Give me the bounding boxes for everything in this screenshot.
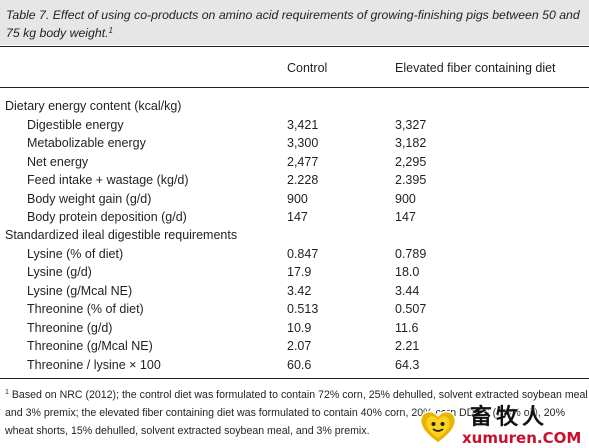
section-heading-row: Standardized ileal digestible requiremen… <box>0 226 589 244</box>
row-label: Threonine / lysine × 100 <box>27 357 161 372</box>
table-footnote: 1 Based on NRC (2012); the control diet … <box>5 386 589 440</box>
control-value: 2.07 <box>287 339 312 353</box>
table-row: Lysine (g/Mcal NE) 3.42 3.44 <box>0 282 589 300</box>
row-label: Digestible energy <box>27 117 124 132</box>
row-label: Body protein deposition (g/d) <box>27 210 187 224</box>
column-header-control: Control <box>287 61 328 75</box>
table-row: Threonine / lysine × 100 60.6 64.3 <box>0 356 589 374</box>
row-label: Threonine (g/d) <box>27 320 113 335</box>
table-bottom-rule <box>0 378 589 379</box>
section-title-sid-requirements: Standardized ileal digestible requiremen… <box>5 228 238 242</box>
elevated-value: 2.21 <box>395 339 420 353</box>
row-label: Threonine (% of diet) <box>27 302 144 316</box>
footnote-marker: 1 <box>5 389 9 396</box>
caption-footnote-marker: 1 <box>108 26 113 35</box>
control-value: 2.228 <box>287 173 319 187</box>
row-label: Feed intake + wastage (kg/d) <box>27 173 189 187</box>
elevated-value: 3,327 <box>395 117 427 132</box>
section-title-dietary-energy: Dietary energy content (kcal/kg) <box>5 99 182 113</box>
header-rule <box>0 87 589 88</box>
table-row: Lysine (% of diet) 0.847 0.789 <box>0 245 589 263</box>
control-value: 10.9 <box>287 320 312 335</box>
table-row: Body weight gain (g/d) 900 900 <box>0 190 589 208</box>
row-label: Lysine (% of diet) <box>27 246 124 261</box>
column-header-elevated-fiber: Elevated fiber containing diet <box>395 61 556 75</box>
table-row: Digestible energy 3,421 3,327 <box>0 116 589 134</box>
control-value: 0.513 <box>287 302 319 316</box>
elevated-value: 18.0 <box>395 265 420 279</box>
control-value: 60.6 <box>287 357 312 372</box>
row-label: Lysine (g/Mcal NE) <box>27 283 133 298</box>
row-label: Net energy <box>27 154 89 169</box>
control-value: 3.42 <box>287 283 312 298</box>
table-row: Threonine (% of diet) 0.513 0.507 <box>0 300 589 318</box>
watermark-domain-text: xumuren.COM <box>462 429 582 447</box>
elevated-value: 0.789 <box>395 246 427 261</box>
caption-text: Table 7. Effect of using co-products on … <box>6 8 580 40</box>
table-top-rule <box>0 46 589 47</box>
section-heading-row: Dietary energy content (kcal/kg) <box>0 97 589 115</box>
elevated-value: 11.6 <box>395 320 419 335</box>
table-row: Metabolizable energy 3,300 3,182 <box>0 134 589 152</box>
elevated-value: 2.395 <box>395 173 427 187</box>
row-label: Body weight gain (g/d) <box>27 191 152 206</box>
row-label: Lysine (g/d) <box>27 265 92 279</box>
elevated-value: 147 <box>395 210 416 224</box>
table-row: Net energy 2,477 2,295 <box>0 153 589 171</box>
elevated-value: 900 <box>395 191 416 206</box>
control-value: 900 <box>287 191 308 206</box>
elevated-value: 3,182 <box>395 136 427 150</box>
elevated-value: 0.507 <box>395 302 427 316</box>
watermark-chinese-text: 畜牧人 <box>470 405 549 430</box>
row-label: Metabolizable energy <box>27 136 146 150</box>
control-value: 0.847 <box>287 246 319 261</box>
control-value: 17.9 <box>287 265 312 279</box>
table-row: Body protein deposition (g/d) 147 147 <box>0 208 589 226</box>
footnote-text: Based on NRC (2012); the control diet wa… <box>5 389 588 437</box>
control-value: 147 <box>287 210 308 224</box>
row-label: Threonine (g/Mcal NE) <box>27 339 153 353</box>
caption-box: Table 7. Effect of using co-products on … <box>0 0 589 45</box>
heart-logo-icon <box>419 410 457 444</box>
site-watermark: 畜牧人 xumuren.COM <box>418 405 589 448</box>
table-row: Threonine (g/d) 10.9 11.6 <box>0 319 589 337</box>
table-row: Feed intake + wastage (kg/d) 2.228 2.395 <box>0 171 589 189</box>
elevated-value: 2,295 <box>395 154 427 169</box>
table-row: Threonine (g/Mcal NE) 2.07 2.21 <box>0 337 589 355</box>
elevated-value: 64.3 <box>395 357 420 372</box>
control-value: 3,300 <box>287 136 319 150</box>
elevated-value: 3.44 <box>395 283 420 298</box>
table-row: Lysine (g/d) 17.9 18.0 <box>0 263 589 281</box>
control-value: 2,477 <box>287 154 319 169</box>
table-caption: Table 7. Effect of using co-products on … <box>6 6 584 42</box>
control-value: 3,421 <box>287 117 319 132</box>
